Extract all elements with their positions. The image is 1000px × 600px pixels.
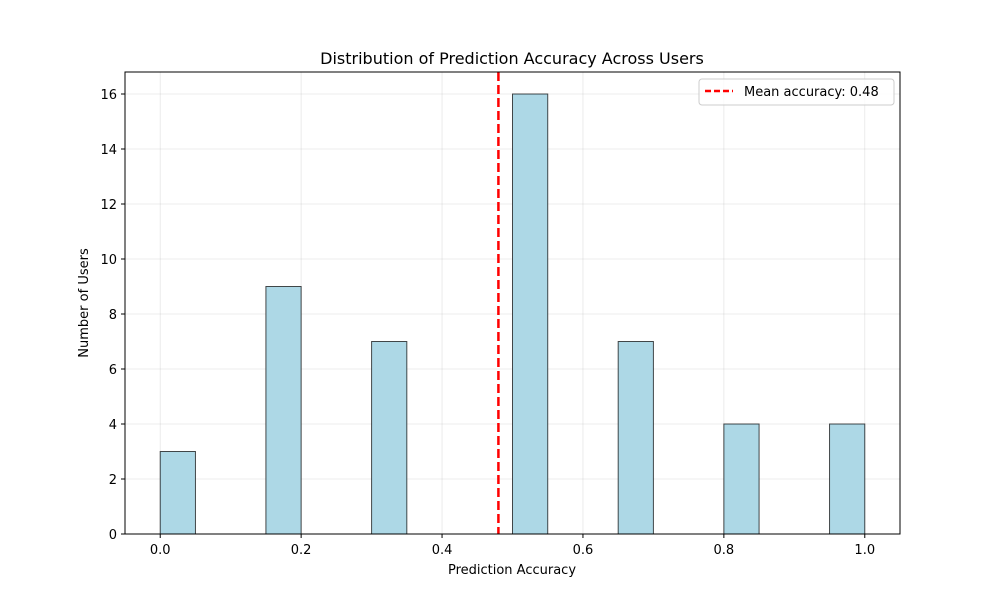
y-axis-ticks: 0 2 4 6 8 10 12 14 16 xyxy=(100,88,125,543)
x-tick-label: 0.8 xyxy=(714,543,735,558)
y-tick-label: 10 xyxy=(100,253,117,268)
legend-mean-label: Mean accuracy: 0.48 xyxy=(744,85,879,100)
plot-frame xyxy=(124,71,901,535)
histogram-bar xyxy=(829,423,866,535)
x-tick-label: 0.0 xyxy=(150,543,171,558)
y-tick-label: 8 xyxy=(109,308,117,323)
legend: Mean accuracy: 0.48 xyxy=(698,78,895,106)
y-tick-label: 4 xyxy=(109,418,117,433)
histogram-bar xyxy=(723,423,760,535)
histogram-bar xyxy=(371,341,408,535)
histogram-bar xyxy=(265,286,302,535)
histogram-bar xyxy=(617,341,654,535)
y-tick-label: 16 xyxy=(100,88,117,103)
x-axis-label: Prediction Accuracy xyxy=(448,563,576,578)
legend-box xyxy=(698,78,895,106)
x-axis-ticks: 0.0 0.2 0.4 0.6 0.8 1.0 xyxy=(150,534,875,558)
y-tick-label: 14 xyxy=(100,143,117,158)
y-tick-label: 0 xyxy=(109,528,117,543)
chart-title: Distribution of Prediction Accuracy Acro… xyxy=(320,49,704,68)
y-tick-label: 2 xyxy=(109,473,117,488)
x-tick-label: 0.2 xyxy=(291,543,312,558)
y-tick-label: 6 xyxy=(109,363,117,378)
x-tick-label: 0.6 xyxy=(573,543,594,558)
y-axis-label: Number of Users xyxy=(77,248,92,358)
x-tick-label: 1.0 xyxy=(854,543,875,558)
y-tick-label: 12 xyxy=(100,198,117,213)
histogram-bar xyxy=(512,93,549,535)
histogram-bars xyxy=(159,93,866,535)
histogram-bar xyxy=(159,451,196,535)
x-tick-label: 0.4 xyxy=(432,543,453,558)
